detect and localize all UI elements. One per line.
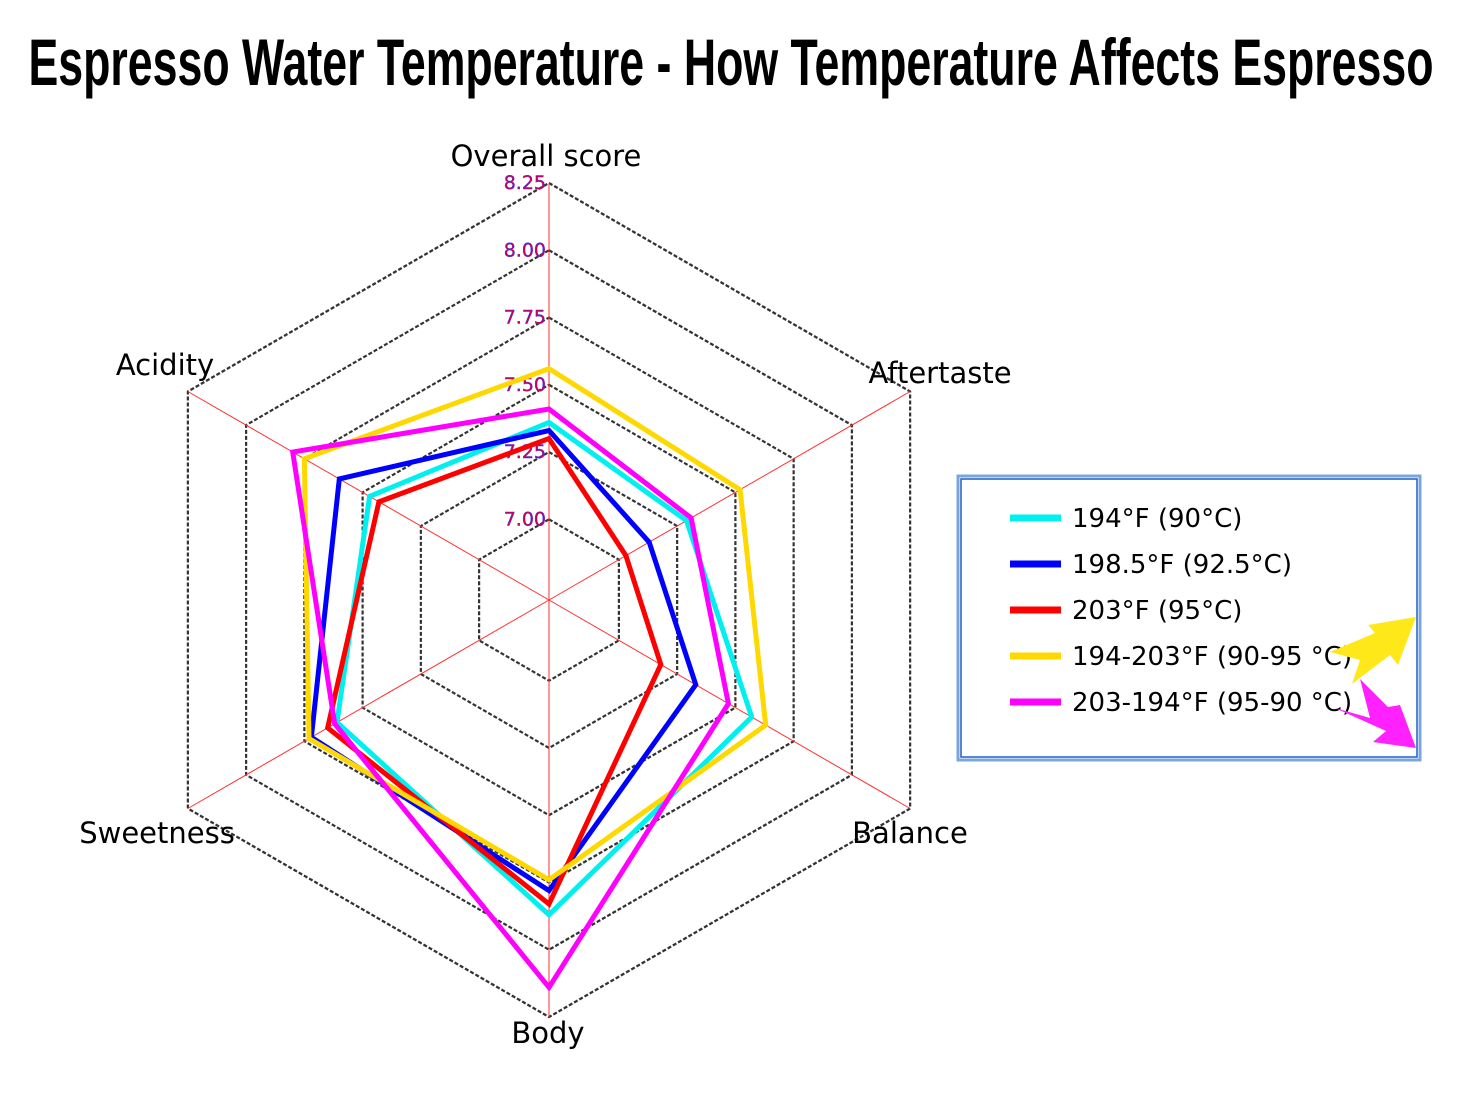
- arrow-down-icon: [1335, 679, 1416, 748]
- axis-line: [187, 599, 550, 809]
- arrow-up-icon: [1330, 617, 1416, 684]
- axis-label: Body: [511, 1016, 584, 1050]
- legend-label: 203-194°F (95-90 °C): [1072, 688, 1352, 718]
- tick-label: 7.00: [504, 508, 546, 530]
- series-line: [308, 427, 699, 894]
- axis-label: Overall score: [451, 139, 642, 173]
- series-line: [289, 406, 732, 992]
- tick-label: 8.25: [504, 172, 546, 194]
- axis-label: Acidity: [116, 348, 214, 382]
- legend: 194°F (90°C) 198.5°F (92.5°C) 203°F (95°C)…: [956, 474, 1422, 762]
- series-group: [289, 365, 769, 992]
- series-line: [334, 419, 755, 919]
- tick-label: 7.25: [504, 441, 546, 463]
- chart-title: Espresso Water Temperature - How Tempera…: [29, 25, 1434, 99]
- legend-box: [960, 478, 1418, 758]
- axis-label: Sweetness: [79, 816, 235, 850]
- legend-label: 203°F (95°C): [1072, 596, 1242, 626]
- axis-line: [548, 391, 911, 601]
- radar-axes: [187, 183, 911, 1017]
- axis-labels: Overall score Aftertaste Balance Body Sweetn…: [79, 139, 1011, 1050]
- axis-label: Aftertaste: [868, 356, 1011, 390]
- tick-label: 7.75: [504, 307, 546, 329]
- legend-box-outer: [956, 474, 1422, 762]
- legend-label: 194°F (90°C): [1072, 504, 1242, 534]
- tick-labels: 7.007.257.507.758.008.25: [503, 172, 546, 531]
- axis-label: Balance: [852, 816, 968, 850]
- tick-label: 8.00: [504, 239, 546, 261]
- series-line: [301, 365, 769, 883]
- legend-label: 194-203°F (90-95 °C): [1072, 642, 1352, 672]
- legend-label: 198.5°F (92.5°C): [1072, 550, 1292, 580]
- series-line: [324, 435, 664, 908]
